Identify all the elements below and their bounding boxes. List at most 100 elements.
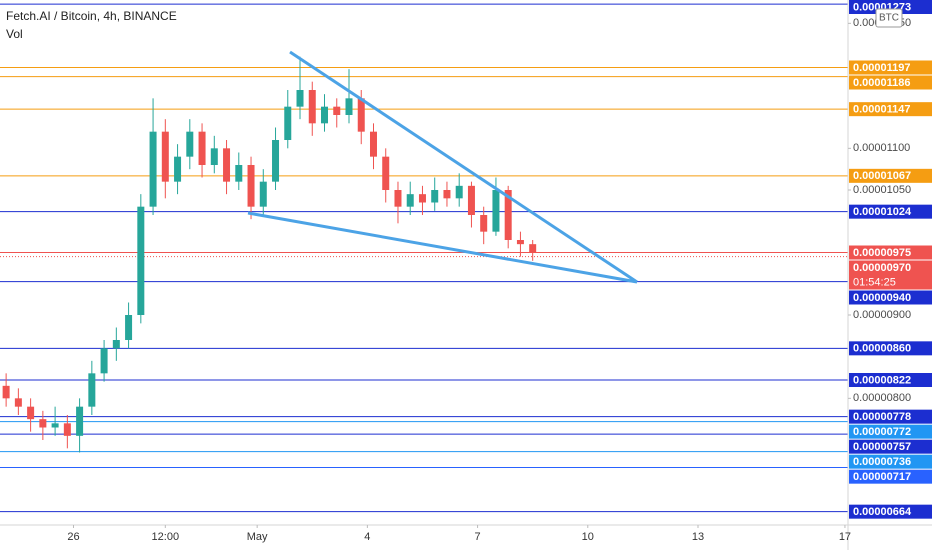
level-label-box <box>849 0 932 14</box>
chart-title: Fetch.AI / Bitcoin, 4h, BINANCE <box>6 9 177 23</box>
candle-body <box>125 315 133 340</box>
candle-body <box>321 106 329 124</box>
x-tick-label: 7 <box>475 531 481 543</box>
level-label: 0.00000772 <box>853 426 911 438</box>
candle-body <box>272 140 280 182</box>
level-label-box <box>849 439 932 454</box>
candle-body <box>455 185 463 199</box>
level-label: 0.00000717 <box>853 471 911 483</box>
candle-body <box>100 348 108 374</box>
level-label: 0.00000940 <box>853 292 911 304</box>
level-label: 0.00001147 <box>853 104 911 116</box>
level-label-box <box>849 168 932 183</box>
candle-body <box>88 373 96 407</box>
y-tick-label: 0.00000800 <box>853 392 911 404</box>
candle-body <box>382 156 390 190</box>
level-label: 0.00000736 <box>853 456 911 468</box>
level-label: 0.00000975 <box>853 247 911 259</box>
candle-body <box>406 194 414 207</box>
level-label: 0.00000778 <box>853 411 911 423</box>
level-label: 0.00001197 <box>853 62 911 74</box>
candle-body <box>63 423 71 436</box>
candle-body <box>210 148 218 165</box>
candle-body <box>418 194 426 203</box>
candle-body <box>308 90 316 124</box>
level-label-box <box>849 409 932 424</box>
level-label-box <box>849 290 932 305</box>
level-label-box <box>849 260 932 290</box>
level-label: 0.00000664 <box>853 506 912 518</box>
candle-body <box>161 131 169 182</box>
level-label: 0.00001024 <box>853 206 912 218</box>
x-tick-label: 12:00 <box>152 531 180 543</box>
plot-area <box>0 3 848 513</box>
candle-body <box>259 181 267 207</box>
candle-body <box>516 240 524 245</box>
candle-body <box>443 190 451 199</box>
candle-body <box>492 190 500 232</box>
volume-label: Vol <box>6 27 23 41</box>
candle-body <box>333 106 341 115</box>
candle-body <box>504 190 512 240</box>
currency-badge-text: BTC <box>879 13 899 24</box>
candle-body <box>431 190 439 203</box>
candle-body <box>14 398 22 407</box>
y-tick-label: 0.00000900 <box>853 309 911 321</box>
price-axis: 0.000012500.000011000.000010500.00000900… <box>848 0 932 519</box>
candle-body <box>467 185 475 215</box>
level-label-box <box>849 245 932 260</box>
level-label-box <box>849 102 932 117</box>
trendline-lower <box>247 211 638 284</box>
candle-body <box>39 419 47 428</box>
candle-body <box>247 165 255 207</box>
level-label-box <box>849 60 932 75</box>
candle-body <box>345 98 353 115</box>
level-label-box <box>849 454 932 469</box>
level-label-box <box>849 75 932 90</box>
candle-body <box>174 156 182 182</box>
y-tick-label: 0.00001050 <box>853 184 911 196</box>
candle-body <box>235 165 243 182</box>
candle-body <box>529 244 537 253</box>
level-label-box <box>849 204 932 219</box>
x-tick-label: May <box>247 531 268 543</box>
x-tick-label: 10 <box>582 531 594 543</box>
level-label: 0.00001067 <box>853 170 911 182</box>
y-tick-label: 0.00001100 <box>853 142 910 154</box>
candle-body <box>186 131 194 157</box>
level-label: 0.00000822 <box>853 374 911 386</box>
currency-badge <box>875 8 903 28</box>
candle-body <box>198 131 206 165</box>
x-tick-label: 13 <box>692 531 704 543</box>
x-tick-label: 4 <box>364 531 370 543</box>
candle-body <box>2 385 10 399</box>
level-label: 0.00000860 <box>853 343 911 355</box>
x-tick-label: 17 <box>839 531 851 543</box>
candle-body <box>480 215 488 232</box>
candle-body <box>296 90 304 107</box>
level-label-box <box>849 424 932 439</box>
candle-body <box>357 98 365 132</box>
level-label: 0.00001186 <box>853 77 911 89</box>
level-label: 0.00000757 <box>853 441 911 453</box>
level-label: 0.00000970 <box>853 262 911 274</box>
candle-body <box>112 340 120 349</box>
countdown: 01:54:25 <box>853 276 896 288</box>
candle-body <box>76 406 84 436</box>
candle-body <box>149 131 157 207</box>
candle-body <box>394 190 402 207</box>
level-label-box <box>849 341 932 356</box>
x-tick-label: 26 <box>67 531 79 543</box>
candle-body <box>27 406 35 420</box>
level-label-box <box>849 504 932 519</box>
candle-body <box>137 206 145 315</box>
candle-body <box>51 423 59 428</box>
candle-body <box>223 148 231 182</box>
level-label-box <box>849 469 932 484</box>
candle-body <box>369 131 377 157</box>
candle-body <box>284 106 292 140</box>
trendline-upper <box>289 50 638 284</box>
level-label-box <box>849 373 932 387</box>
